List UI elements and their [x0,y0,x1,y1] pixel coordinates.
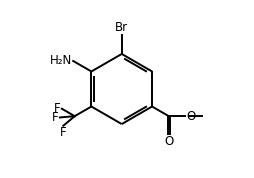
Text: F: F [52,111,59,124]
Text: F: F [59,126,66,139]
Text: O: O [186,110,195,123]
Text: O: O [164,135,173,148]
Text: Br: Br [115,21,128,34]
Text: F: F [54,102,61,115]
Text: H₂N: H₂N [50,54,72,67]
